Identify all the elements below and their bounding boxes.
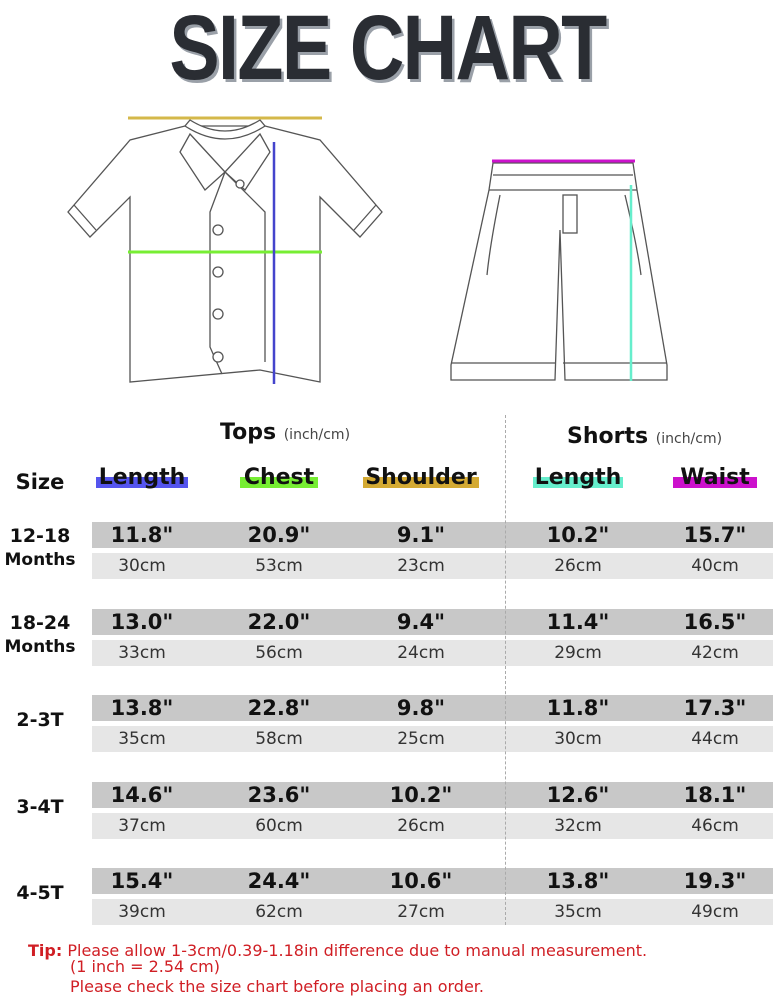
inch-value: 16.5" [683,609,747,634]
size-label: 3-4T [0,795,80,819]
cm-value: 60cm [255,815,303,836]
column-label: Waist [680,465,750,490]
inch-value: 9.8" [396,696,446,720]
column-label: Chest [243,465,315,490]
size-label-line: 4-5T [16,882,64,904]
size-label-line: 2-3T [16,709,64,731]
inch-row [92,608,773,635]
cm-row [92,812,773,839]
page-title: SIZE CHART [169,0,607,99]
cm-value: 26cm [554,556,602,576]
inch-value: 11.4" [546,609,610,634]
inch-value: 13.0" [110,609,174,634]
inch-value: 10.2" [389,782,453,807]
column-label: Length [98,465,186,490]
shirt-illustration [67,116,383,384]
column-header: Shoulder [351,465,491,490]
cm-value: 30cm [554,729,602,749]
inch-value: 18.1" [683,782,747,807]
cm-value: 25cm [397,729,445,749]
size-label-line: 18-24 [9,611,71,634]
inch-value: 24.4" [247,869,311,893]
cm-value: 49cm [691,902,739,922]
tip-label: Tip: [28,941,63,960]
column-header: Chest [209,465,349,490]
tip-note: Tip: Please allow 1-3cm/0.39-1.18in diff… [28,942,647,959]
shorts-label: Shorts [567,424,649,449]
size-label-line: 12-18 [9,525,71,547]
column-label: Shoulder [365,465,477,490]
inch-value: 19.3" [683,869,747,893]
tops-label: Tops [220,420,277,445]
cm-value: 56cm [255,642,303,663]
inch-value: 15.4" [110,869,174,893]
size-label-line: Months [4,550,76,570]
cm-value: 24cm [397,642,445,663]
column-header: Length [72,465,212,490]
size-label: 4-5T [0,881,80,905]
cm-value: 44cm [691,729,739,749]
column-header: Length [508,465,648,490]
cm-value: 37cm [118,815,166,836]
cm-value: 35cm [554,902,602,922]
inch-value: 20.9" [247,523,311,547]
column-label: Length [534,465,622,490]
inch-value: 9.1" [396,523,446,547]
inch-value: 10.2" [546,523,610,547]
inch-value: 17.3" [683,696,747,720]
cm-value: 53cm [255,556,303,576]
cm-value: 46cm [691,815,739,836]
size-label-line: 3-4T [16,795,64,818]
cm-value: 23cm [397,556,445,576]
inch-row [92,868,773,894]
cm-value: 33cm [118,642,166,663]
cm-row [92,553,773,579]
tip-line-2: (1 inch = 2.54 cm) [70,957,220,976]
inch-row [92,781,773,808]
inch-value: 15.7" [683,523,747,547]
size-label: 12-18 Months [0,524,80,572]
column-header: Waist [645,465,775,490]
cm-value: 58cm [255,729,303,749]
inch-row [92,522,773,548]
inch-value: 22.8" [247,696,311,720]
cm-value: 39cm [118,902,166,922]
size-label-line: Months [4,636,76,657]
inch-value: 10.6" [389,869,453,893]
cm-value: 26cm [397,815,445,836]
inch-value: 13.8" [546,869,610,893]
tops-heading: Tops (inch/cm) [220,420,350,445]
tops-unit: (inch/cm) [283,427,351,443]
cm-value: 42cm [691,642,739,663]
section-divider [505,415,506,925]
inch-value: 23.6" [247,782,311,807]
cm-value: 35cm [118,729,166,749]
tip-line-1: Please allow 1-3cm/0.39-1.18in differenc… [67,941,648,960]
shorts-unit: (inch/cm) [655,431,723,447]
size-header: Size [15,470,65,494]
tip-line-3: Please check the size chart before placi… [70,977,484,996]
inch-row [92,695,773,721]
inch-value: 22.0" [247,609,311,634]
cm-value: 32cm [554,815,602,836]
size-label: 18-24 Months [0,611,80,659]
size-label: 2-3T [0,708,80,732]
inch-value: 12.6" [546,782,610,807]
cm-row [92,639,773,666]
inch-value: 11.8" [546,696,610,720]
cm-value: 40cm [691,556,739,576]
cm-value: 27cm [397,902,445,922]
inch-value: 14.6" [110,782,174,807]
cm-row [92,899,773,925]
shorts-heading: Shorts (inch/cm) [567,424,722,449]
inch-value: 11.8" [110,523,174,547]
cm-row [92,726,773,752]
shorts-illustration [450,159,668,381]
cm-value: 29cm [554,642,602,663]
cm-value: 30cm [118,556,166,576]
inch-value: 9.4" [396,609,446,634]
cm-value: 62cm [255,902,303,922]
inch-value: 13.8" [110,696,174,720]
